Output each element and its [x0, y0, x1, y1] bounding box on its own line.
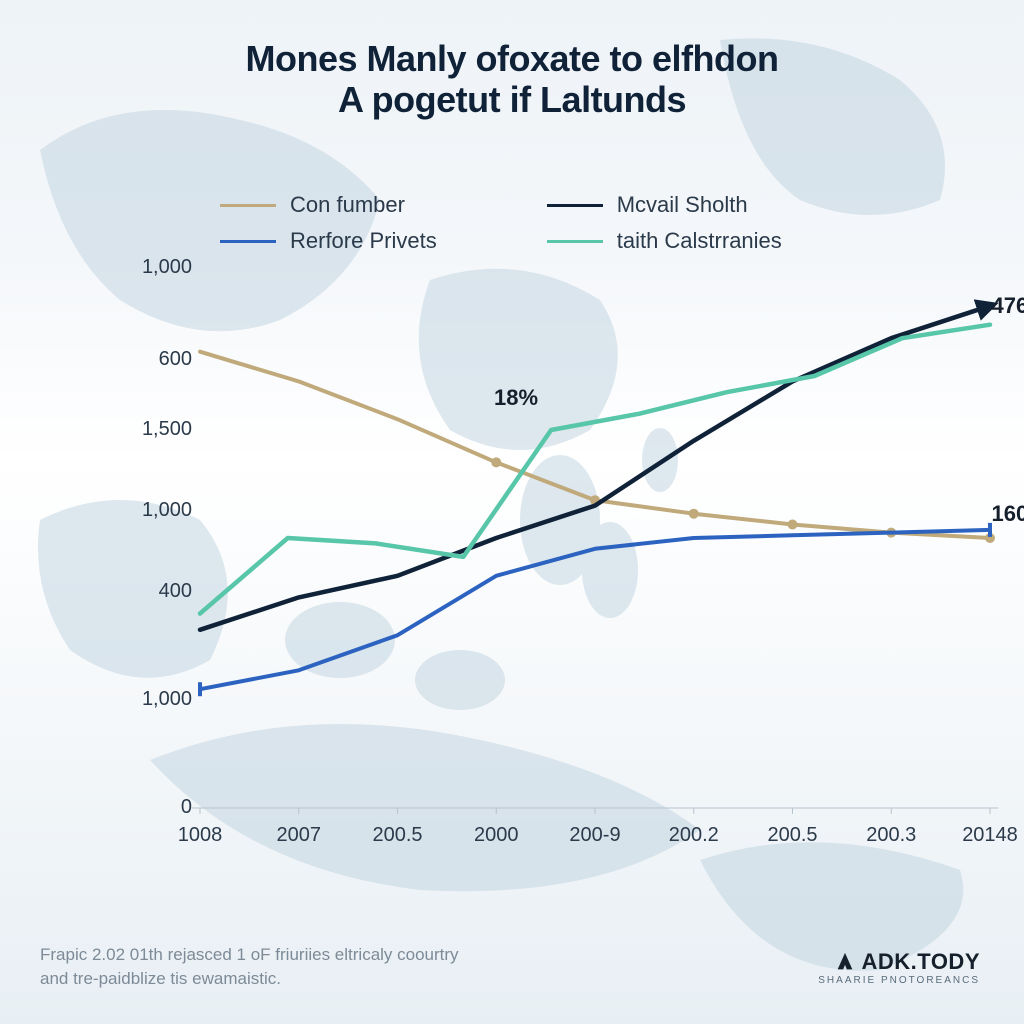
- y-tick-label: 400: [122, 580, 192, 603]
- footer-note: Frapic 2.02 01th rejasced 1 oF friuriies…: [40, 943, 459, 992]
- y-tick-label: 0: [122, 796, 192, 819]
- x-tick-label: 200.3: [866, 824, 916, 847]
- x-tick-label: 2007: [277, 824, 322, 847]
- footer-line-1: Frapic 2.02 01th rejasced 1 oF friuriies…: [40, 943, 459, 968]
- title-line-2: A pogetut if Laltunds: [0, 79, 1024, 120]
- chart-annotation: 18%: [494, 385, 538, 411]
- legend-label: Rerfore Privets: [290, 228, 437, 254]
- brand-logo: ADK.TODY: [818, 949, 980, 975]
- legend: Con fumber Mcvail Sholth Rerfore Privets ta…: [220, 192, 782, 254]
- x-tick-label: 200.5: [372, 824, 422, 847]
- chart-title: Mones Manly ofoxate to elfhdon A pogetut…: [0, 38, 1024, 121]
- brand-icon: [834, 951, 856, 973]
- legend-label: taith Calstrranies: [617, 228, 782, 254]
- legend-label: Mcvail Sholth: [617, 192, 748, 218]
- brand-main-text: ADK.TODY: [862, 949, 981, 975]
- y-tick-label: 1,000: [122, 256, 192, 279]
- legend-item-mcvail: Mcvail Sholth: [547, 192, 782, 218]
- x-tick-label: 20148: [962, 824, 1018, 847]
- legend-item-calstrranies: taith Calstrranies: [547, 228, 782, 254]
- y-tick-label: 1,500: [122, 418, 192, 441]
- brand-sub-text: SHAARIE PNOTOREANCS: [818, 975, 980, 986]
- legend-item-con_fumber: Con fumber: [220, 192, 437, 218]
- footer-line-2: and tre-paidblize tis ewamaistic.: [40, 967, 459, 992]
- title-line-1: Mones Manly ofoxate to elfhdon: [0, 38, 1024, 79]
- y-tick-label: 1,000: [122, 688, 192, 711]
- x-tick-label: 1008: [178, 824, 223, 847]
- x-tick-label: 200.2: [669, 824, 719, 847]
- legend-swatch: [220, 204, 276, 207]
- x-tick-label: 2000: [474, 824, 519, 847]
- legend-label: Con fumber: [290, 192, 405, 218]
- legend-item-rerfore: Rerfore Privets: [220, 228, 437, 254]
- legend-swatch: [547, 240, 603, 243]
- line-chart: 01,0004001,0001,5006001,000 10082007200.…: [60, 268, 1024, 873]
- legend-swatch: [547, 204, 603, 207]
- chart-annotation: 160%: [991, 501, 1024, 527]
- x-tick-label: 200.5: [767, 824, 817, 847]
- y-tick-label: 600: [122, 348, 192, 371]
- chart-svg: [60, 268, 1024, 868]
- y-tick-label: 1,000: [122, 499, 192, 522]
- brand-block: ADK.TODY SHAARIE PNOTOREANCS: [818, 949, 980, 986]
- legend-swatch: [220, 240, 276, 243]
- x-tick-label: 200-9: [569, 824, 620, 847]
- chart-annotation: 476%: [991, 293, 1024, 319]
